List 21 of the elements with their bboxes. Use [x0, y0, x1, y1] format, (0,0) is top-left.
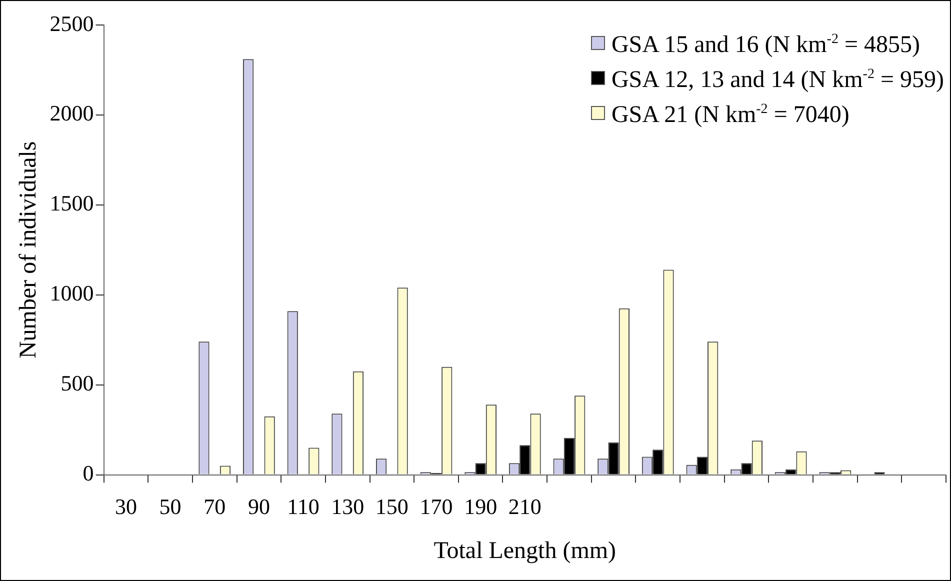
x-tick-label: 170: [420, 494, 453, 519]
y-tick-label: 2500: [50, 10, 94, 36]
x-tick-label: 150: [375, 494, 408, 519]
y-tick-label: 0: [82, 460, 94, 486]
x-tick-label: 70: [204, 494, 226, 519]
y-tick-label: 1500: [50, 190, 94, 216]
legend-label: GSA 15 and 16 (N km$^{-2}$ = 4855): [611, 31, 920, 60]
x-tick-label: 210: [508, 494, 542, 519]
y-tick-label: 500: [60, 370, 94, 396]
x-tick-label: 90: [248, 494, 270, 519]
x-tick-label: 30: [114, 494, 137, 519]
y-axis-title: Number of individuals: [16, 141, 42, 359]
x-axis-title: Total Length (mm): [434, 538, 616, 564]
x-tick-label: 130: [331, 494, 364, 519]
x-tick-label: 190: [464, 494, 498, 519]
x-tick-label: 110: [287, 494, 320, 519]
x-tick-label: 50: [159, 494, 182, 519]
y-tick-label: 2000: [50, 100, 94, 126]
legend-label: GSA 12, 13 and 14 (N km$^{-2}$ = 959): [611, 66, 944, 95]
legend-label: GSA 21 (N km$^{-2}$ = 7040): [611, 101, 850, 130]
y-tick-label: 1000: [50, 280, 94, 306]
